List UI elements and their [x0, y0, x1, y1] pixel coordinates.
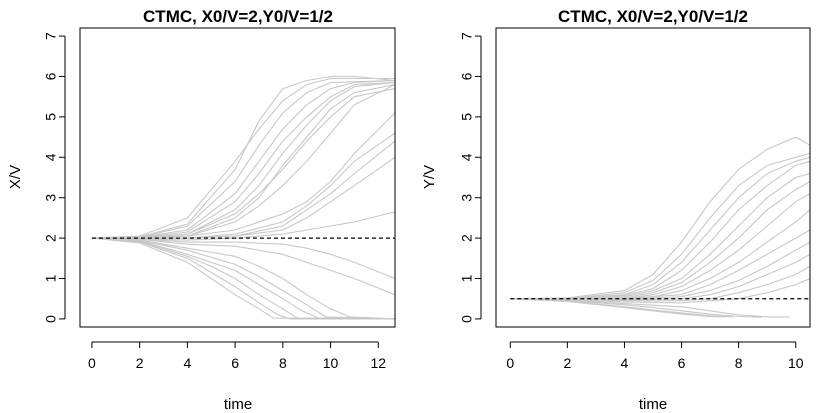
y-tick-label: 5 — [43, 113, 59, 121]
y-axis-label: Y/V — [421, 165, 438, 189]
x-tick-label: 8 — [735, 355, 743, 371]
y-tick-label: 0 — [43, 315, 59, 323]
trajectory-down-8 — [91, 237, 395, 320]
trajectory-y-5 — [510, 172, 810, 300]
x-tick-label: 2 — [136, 355, 144, 371]
x-tick-label: 10 — [788, 355, 804, 371]
trajectory-up-4 — [91, 79, 395, 239]
chart-title: CTMC, X0/V=2,Y0/V=1/2 — [143, 7, 333, 26]
y-tick-label: 6 — [459, 72, 475, 80]
trajectory-up-9 — [91, 84, 395, 239]
x-tick-label: 12 — [371, 355, 387, 371]
panel-2: 0 2 4 6 8 10 0 1 2 3 4 5 6 7 CTMC, X0/V=2,Y0/V=1/2 time… — [421, 7, 811, 413]
x-tick-label: 10 — [323, 355, 339, 371]
y-tick-label: 4 — [459, 153, 475, 161]
trajectory-y-10 — [510, 241, 810, 301]
x-axis-label: time — [639, 396, 667, 413]
trajectory-mid-3 — [91, 140, 395, 239]
y-tick-label: 7 — [459, 32, 475, 40]
x-tick-label: 4 — [621, 355, 629, 371]
y-tick-label: 5 — [459, 113, 475, 121]
trajectory-up-6 — [91, 81, 395, 239]
trajectory-up-3 — [91, 79, 395, 239]
trajectory-up-1 — [91, 75, 395, 239]
x-tick-label: 0 — [88, 355, 96, 371]
y-tick-label: 1 — [459, 274, 475, 282]
y-tick-label: 2 — [43, 234, 59, 242]
trajectory-y-17 — [510, 298, 725, 318]
trajectory-down-6 — [91, 237, 395, 320]
trajectory-mid-1 — [91, 112, 395, 239]
plot-frame — [495, 27, 811, 328]
y-tick-label: 7 — [43, 32, 59, 40]
trajectory-y-7 — [510, 193, 810, 300]
trajectory-down-1 — [91, 237, 395, 280]
trajectory-down-4 — [91, 237, 395, 320]
trajectory-y-2 — [510, 152, 810, 300]
y-tick-label: 6 — [43, 72, 59, 80]
trajectory-up-8 — [91, 88, 395, 239]
x-tick-label: 6 — [231, 355, 239, 371]
trajectory-up-2 — [91, 77, 395, 239]
trajectory-y-4 — [510, 160, 810, 300]
trajectory-y-15 — [510, 298, 762, 318]
plot-frame — [79, 27, 396, 328]
trajectory-up-5 — [91, 81, 395, 239]
y-tick-label: 1 — [43, 274, 59, 282]
trajectory-up-7 — [91, 84, 395, 239]
y-tick-label: 2 — [459, 234, 475, 242]
trajectories — [91, 75, 395, 320]
trajectory-y-9 — [510, 229, 810, 300]
x-tick-label: 2 — [563, 355, 571, 371]
x-tick-label: 0 — [506, 355, 514, 371]
trajectory-down-3 — [91, 237, 395, 320]
x-tick-label: 4 — [183, 355, 191, 371]
trajectory-mid-5 — [91, 211, 395, 241]
trajectories — [510, 136, 810, 318]
trajectory-down-2 — [91, 237, 395, 296]
y-tick-label: 0 — [459, 315, 475, 323]
x-tick-label: 6 — [678, 355, 686, 371]
x-axis-label: time — [224, 396, 252, 413]
chart-title: CTMC, X0/V=2,Y0/V=1/2 — [558, 7, 748, 26]
y-tick-label: 4 — [43, 153, 59, 161]
y-tick-label: 3 — [459, 194, 475, 202]
x-tick-label: 8 — [279, 355, 287, 371]
y-axis-label: X/V — [7, 165, 24, 189]
trajectory-y-1 — [510, 136, 810, 300]
trajectory-y-13 — [510, 277, 810, 304]
trajectory-down-5 — [91, 237, 395, 320]
y-tick-label: 3 — [43, 194, 59, 202]
trajectory-down-7 — [91, 237, 395, 320]
